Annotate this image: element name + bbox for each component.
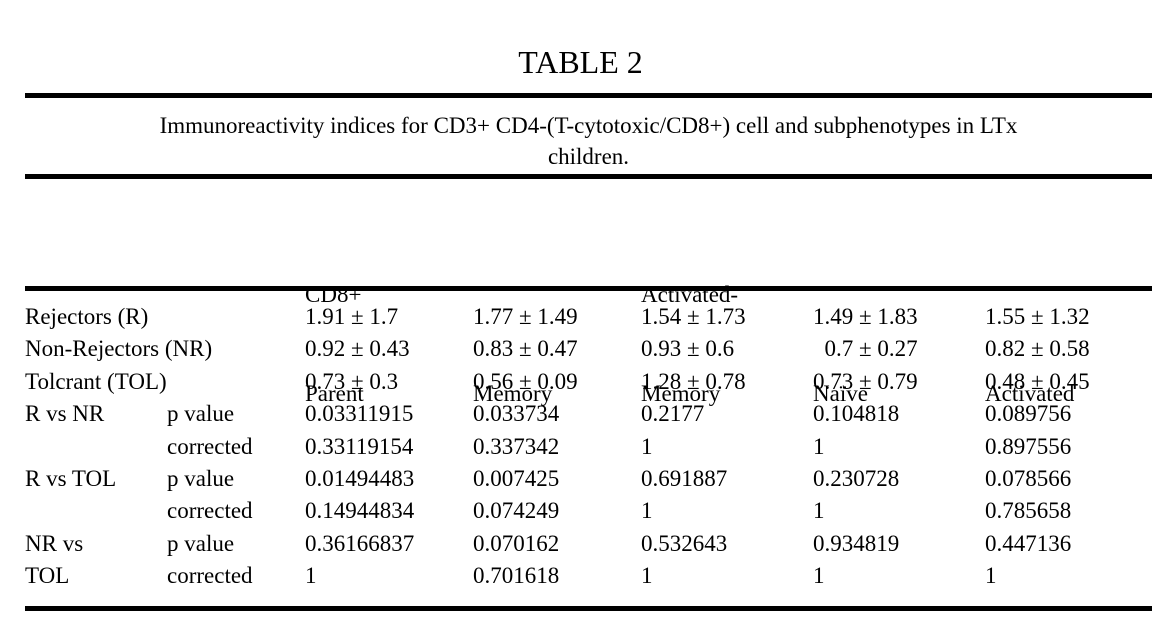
- table-row: Tolcrant (TOL) 0.73 ± 0.3 0.56 ± 0.09 1.28 …: [25, 366, 1152, 398]
- column-header-memory: Memory: [473, 212, 641, 476]
- row-label: Non-Rejectors (NR): [25, 336, 213, 362]
- row-sublabel: corrected: [167, 433, 253, 459]
- cell-value: 1.77 ± 1.49: [473, 304, 578, 329]
- caption-line-1: Immunoreactivity indices for CD3+ CD4-(T…: [159, 113, 1018, 138]
- cell-value: 0.337342: [473, 433, 560, 459]
- cell-value: 0.36166837: [305, 530, 415, 556]
- table-row: NR vs p value 0.36166837 0.070162 0.532643 0.…: [25, 528, 1152, 560]
- column-header-activated: Activated: [985, 212, 1152, 476]
- cell-value: 1: [305, 563, 317, 589]
- cell-value: 0.92 ± 0.43: [305, 336, 410, 362]
- cell-value: 1.91 ± 1.7: [305, 304, 399, 329]
- row-sublabel: [167, 301, 305, 333]
- row-label: TOL: [25, 563, 70, 589]
- row-label: [25, 431, 167, 463]
- cell-value: 0.7 ± 0.27: [813, 336, 918, 362]
- table-row: R vs TOL p value 0.01494483 0.007425 0.69188…: [25, 463, 1152, 495]
- table-title: TABLE 2: [518, 44, 643, 80]
- cell-value: 0.078566: [985, 465, 1072, 491]
- cell-value: 1: [813, 433, 825, 459]
- row-label: R vs TOL: [25, 465, 117, 491]
- cell-value: 0.33119154: [305, 433, 414, 459]
- cell-value: 0.73 ± 0.3: [305, 368, 399, 394]
- cell-value: 0.785658: [985, 498, 1072, 524]
- row-sublabel: [167, 333, 305, 365]
- cell-value: 0.01494483: [305, 465, 415, 491]
- table-row: Rejectors (R) 1.91 ± 1.7 1.77 ± 1.49 1.54 ±…: [25, 301, 1152, 333]
- row-sublabel: p value: [167, 530, 235, 556]
- row-label: Rejectors (R): [25, 304, 149, 329]
- cell-value: 0.14944834: [305, 498, 415, 524]
- cell-value: 0.83 ± 0.47: [473, 336, 578, 362]
- row-sublabel: [167, 366, 305, 398]
- cell-value: 1.49 ± 1.83: [813, 304, 918, 329]
- cell-value: 0.033734: [473, 401, 560, 427]
- cell-value: 1.28 ± 0.78: [641, 368, 746, 394]
- cell-value: 0.007425: [473, 465, 560, 491]
- cell-value: 0.532643: [641, 530, 728, 556]
- row-sublabel: corrected: [167, 563, 253, 589]
- cell-value: 0.230728: [813, 465, 900, 491]
- cell-value: 0.73 ± 0.79: [813, 368, 918, 394]
- cell-value: 0.897556: [985, 433, 1072, 459]
- row-sublabel: p value: [167, 465, 235, 491]
- cell-value: 0.701618: [473, 563, 560, 589]
- cell-value: 0.2177: [641, 401, 705, 427]
- header-line: Naïve: [813, 381, 868, 406]
- caption-line-2: children.: [547, 144, 630, 169]
- cell-value: 0.070162: [473, 530, 560, 556]
- header-rule: [25, 286, 1152, 291]
- cell-value: 1: [641, 498, 653, 524]
- row-label: Tolcrant (TOL): [25, 368, 167, 394]
- row-sublabel: corrected: [167, 498, 253, 524]
- header-line: Memory: [473, 381, 553, 406]
- top-rule: [25, 93, 1152, 98]
- cell-value: 0.074249: [473, 498, 560, 524]
- cell-value: 0.56 ± 0.09: [473, 368, 578, 394]
- cell-value: 0.48 ± 0.45: [985, 368, 1090, 394]
- caption-rule: [25, 174, 1152, 179]
- cell-value: 1.54 ± 1.73: [641, 304, 746, 329]
- cell-value: 0.934819: [813, 530, 900, 556]
- table-row: corrected 0.14944834 0.074249 1 1 0.785658: [25, 495, 1152, 527]
- cell-value: 1: [985, 563, 997, 589]
- row-label: NR vs: [25, 530, 84, 556]
- cell-value: 0.691887: [641, 465, 728, 491]
- header-line: Activated: [985, 381, 1075, 406]
- table-row: corrected 0.33119154 0.337342 1 1 0.897556: [25, 431, 1152, 463]
- row-label: R vs NR: [25, 401, 105, 427]
- table-row: Non-Rejectors (NR) 0.92 ± 0.43 0.83 ± 0.47…: [25, 333, 1152, 365]
- table-row: TOL corrected 1 0.701618 1 1 1: [25, 560, 1152, 592]
- cell-value: 0.82 ± 0.58: [985, 336, 1090, 362]
- header-line: Memory: [641, 381, 721, 406]
- table-caption: Immunoreactivity indices for CD3+ CD4-(T…: [25, 110, 1152, 172]
- cell-value: 1: [813, 498, 825, 524]
- cell-value: 0.104818: [813, 401, 900, 427]
- cell-value: 1: [813, 563, 825, 589]
- cell-value: 1: [641, 563, 653, 589]
- cell-value: 0.089756: [985, 401, 1072, 427]
- cell-value: 0.447136: [985, 530, 1072, 556]
- column-header-naive: Naïve: [813, 212, 985, 476]
- data-rows: Rejectors (R) 1.91 ± 1.7 1.77 ± 1.49 1.54 ±…: [25, 301, 1152, 593]
- table-row: R vs NR p value 0.03311915 0.033734 0.2177 0.…: [25, 398, 1152, 430]
- cell-value: 1.55 ± 1.32: [985, 304, 1090, 329]
- row-sublabel: p value: [167, 401, 235, 427]
- cell-value: 0.03311915: [305, 401, 414, 427]
- header-line: Parent: [305, 381, 364, 406]
- bottom-rule: [25, 606, 1152, 611]
- cell-value: 0.93 ± 0.6: [641, 336, 735, 362]
- cell-value: 1: [641, 433, 653, 459]
- row-label: [25, 495, 167, 527]
